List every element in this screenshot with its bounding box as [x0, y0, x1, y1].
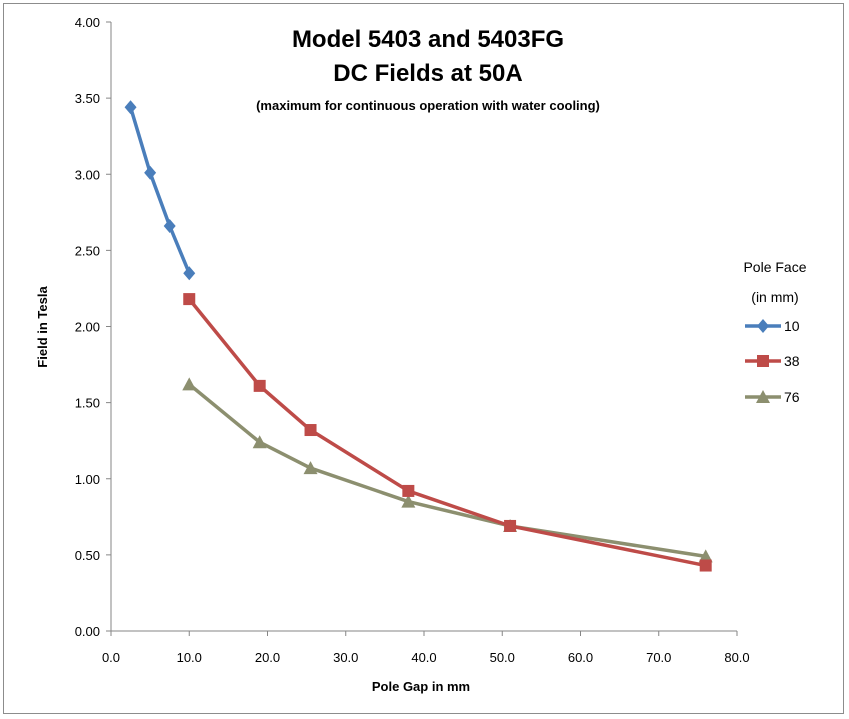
- y-tick-label: 3.00: [75, 167, 100, 182]
- chart-subtitle: DC Fields at 50A: [333, 60, 522, 87]
- legend-title-line-2: (in mm): [751, 289, 798, 305]
- chart-frame: [3, 3, 844, 714]
- x-tick-label: 70.0: [646, 650, 671, 665]
- data-point-38: [699, 559, 712, 572]
- data-point-38: [504, 519, 517, 532]
- x-tick-label: 40.0: [411, 650, 436, 665]
- series-layer: [124, 100, 713, 572]
- legend-item-76: 76: [745, 389, 800, 405]
- data-point-38: [183, 293, 196, 306]
- chart-note: (maximum for continuous operation with w…: [256, 98, 600, 113]
- x-tick-label: 30.0: [333, 650, 358, 665]
- data-point-76: [252, 435, 267, 449]
- x-tick-label: 50.0: [490, 650, 515, 665]
- legend: Pole Face (in mm) 10 38 76: [743, 259, 806, 405]
- data-point-76: [698, 549, 713, 563]
- y-tick-label: 0.50: [75, 548, 100, 563]
- data-point-76: [303, 461, 318, 475]
- data-point-76: [401, 494, 416, 508]
- y-tick-label: 4.00: [75, 15, 100, 30]
- data-point-10: [144, 165, 157, 180]
- data-point-10: [124, 100, 137, 115]
- series-76: [182, 377, 713, 563]
- x-axis-title: Pole Gap in mm: [372, 679, 470, 694]
- legend-label: 76: [784, 389, 800, 405]
- data-point-10: [163, 219, 176, 234]
- series-line-76: [188, 383, 706, 559]
- chart-title: Model 5403 and 5403FG: [292, 26, 564, 53]
- x-tick-label: 80.0: [724, 650, 749, 665]
- legend-title-line-1: Pole Face: [743, 259, 806, 275]
- series-10: [124, 100, 196, 281]
- legend-item-10: 10: [745, 318, 800, 334]
- x-tick-label: 60.0: [568, 650, 593, 665]
- y-tick-label: 2.00: [75, 320, 100, 335]
- legend-marker: [757, 355, 769, 367]
- data-point-76: [182, 377, 197, 391]
- series-line-10: [128, 106, 191, 274]
- series-38: [183, 293, 712, 572]
- data-point-38: [304, 424, 317, 437]
- x-tick-label: 20.0: [255, 650, 280, 665]
- legend-items: 10 38 76: [745, 318, 800, 405]
- x-tick-label: 10.0: [177, 650, 202, 665]
- y-tick-label: 0.00: [75, 624, 100, 639]
- y-tick-label: 2.50: [75, 243, 100, 258]
- legend-label: 10: [784, 318, 800, 334]
- y-axis-title: Field in Tesla: [35, 286, 50, 368]
- legend-item-38: 38: [745, 353, 800, 369]
- legend-marker: [756, 390, 770, 403]
- x-tick-label: 0.0: [102, 650, 120, 665]
- y-tick-label: 1.00: [75, 472, 100, 487]
- y-tick-label: 1.50: [75, 396, 100, 411]
- data-point-10: [183, 266, 196, 281]
- data-point-38: [253, 379, 266, 392]
- legend-label: 38: [784, 353, 800, 369]
- legend-marker: [757, 319, 769, 333]
- axes: 0.00 0.50 1.00 1.50 2.00 2.50 3.00 3.50 4.00 0.0 1…: [75, 15, 750, 665]
- series-line-38: [187, 297, 707, 568]
- data-point-38: [402, 484, 415, 497]
- y-tick-label: 3.50: [75, 91, 100, 106]
